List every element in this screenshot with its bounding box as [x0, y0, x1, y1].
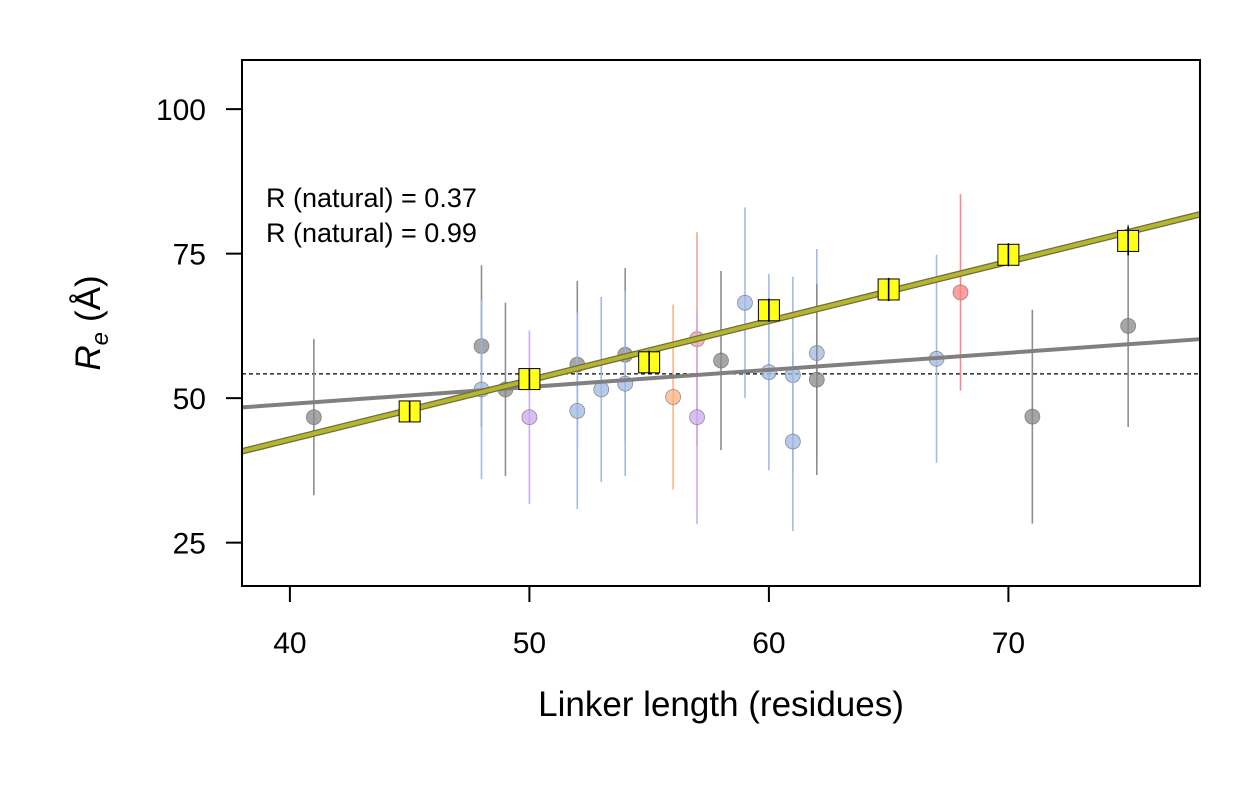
y-tick-label: 75	[173, 239, 206, 272]
data-point	[1120, 317, 1137, 334]
plot-frame	[241, 59, 1201, 587]
x-tick-label: 70	[992, 627, 1025, 660]
plot-area	[241, 194, 1201, 532]
x-tick-label: 40	[273, 627, 306, 660]
data-point	[569, 402, 586, 419]
data-point	[521, 409, 538, 426]
annotation-r-1: R (natural) = 0.37	[266, 183, 477, 213]
fit-line	[241, 337, 1201, 410]
data-point	[305, 409, 322, 426]
y-axis-unit: (Å)	[69, 275, 108, 322]
y-tick-label: 100	[156, 94, 206, 127]
data-point	[593, 381, 610, 398]
data-point	[784, 433, 801, 450]
data-point	[689, 409, 705, 426]
y-axis-symbol: R	[69, 345, 108, 370]
data-point	[665, 389, 681, 405]
data-point	[737, 294, 753, 311]
data-point	[952, 284, 969, 301]
annotation-r-2: R (natural) = 0.99	[266, 218, 477, 248]
x-axis-label: Linker length (residues)	[538, 685, 904, 724]
y-tick-label: 25	[173, 528, 206, 561]
data-point	[713, 352, 729, 369]
x-tick-label: 60	[752, 627, 785, 660]
y-tick-label: 50	[173, 383, 206, 416]
y-axis-subscript: e	[87, 332, 114, 345]
axes: 25 50 75 100 40 50 60 70	[156, 59, 1201, 660]
data-point	[808, 371, 825, 388]
y-axis-label: Re (Å)	[69, 275, 114, 370]
x-tick-label: 50	[513, 627, 546, 660]
data-point	[1024, 408, 1041, 425]
